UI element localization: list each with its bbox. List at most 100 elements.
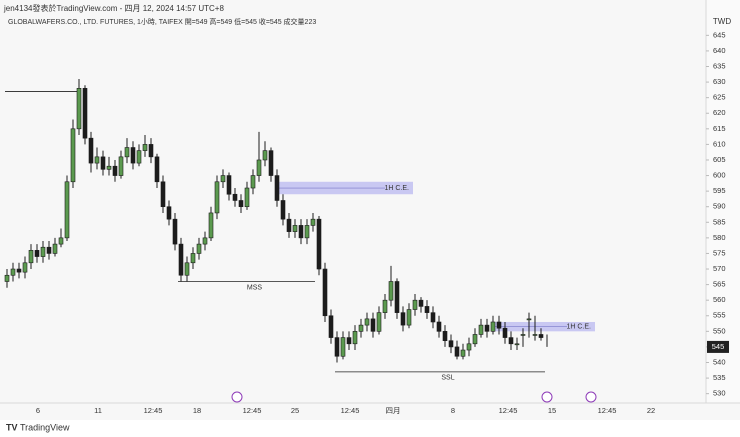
x-tick-label: 四月	[386, 406, 401, 415]
event-icon	[231, 391, 243, 403]
candle-body	[376, 312, 382, 332]
candle-body	[196, 243, 202, 254]
candle-body	[388, 281, 394, 301]
logo: TV	[6, 422, 18, 432]
candle-body	[64, 181, 70, 239]
candle-body	[202, 237, 208, 245]
x-tick-label: 18	[193, 406, 201, 415]
y-tick-label: 570	[713, 264, 726, 273]
y-tick-label: 640	[713, 46, 726, 55]
candle-body	[406, 309, 412, 326]
candle-body	[370, 318, 376, 332]
candle-body	[514, 343, 520, 346]
candle-body	[148, 144, 154, 158]
candle-body	[472, 334, 478, 345]
x-tick-label: 8	[451, 406, 455, 415]
y-tick-label: 615	[713, 124, 726, 133]
candle-body	[58, 237, 64, 245]
candle-body	[28, 250, 34, 264]
x-tick-label: 11	[94, 406, 102, 415]
y-tick-label: 595	[713, 186, 726, 195]
candle-body	[238, 200, 244, 208]
price-tag-label: 545	[712, 342, 725, 351]
y-tick-label: 580	[713, 233, 726, 242]
candle-body	[346, 337, 352, 345]
candle-body	[466, 343, 472, 351]
candle-body	[526, 318, 532, 321]
candle-body	[340, 337, 346, 357]
candle-body	[454, 346, 460, 357]
candle-body	[172, 218, 178, 245]
candle-body	[232, 193, 238, 201]
candle-body	[94, 156, 100, 164]
candle-body	[478, 324, 484, 335]
candle-body	[538, 334, 544, 338]
candle-body	[166, 206, 172, 220]
candle-body	[106, 165, 112, 170]
candle-body	[286, 218, 292, 232]
y-tick-label: 560	[713, 295, 726, 304]
candle-body	[70, 128, 76, 183]
candle-body	[82, 88, 88, 139]
header: jen4134發表於TradingView.com - 四月 12, 2024 …	[3, 3, 224, 13]
candle-body	[424, 306, 430, 313]
candle-body	[490, 321, 496, 332]
candle-body	[352, 331, 358, 345]
y-tick-label: 585	[713, 217, 726, 226]
y-tick-label: 620	[713, 108, 726, 117]
candle-body	[274, 175, 280, 201]
y-tick-label: 530	[713, 389, 726, 398]
y-tick-label: 645	[713, 30, 726, 39]
candle-body	[4, 274, 10, 282]
candle-body	[10, 268, 16, 276]
candle-body	[160, 181, 166, 208]
y-tick-label: 635	[713, 61, 726, 70]
candle-body	[256, 159, 262, 176]
candle-body	[322, 268, 328, 317]
candle-body	[124, 147, 130, 158]
y-tick-label: 600	[713, 171, 726, 180]
x-tick-label: 6	[36, 406, 40, 415]
y-tick-label: 610	[713, 139, 726, 148]
candle-body	[280, 200, 286, 220]
candle-body	[298, 225, 304, 239]
level-label: SSL	[441, 375, 454, 382]
candle-body	[136, 150, 142, 164]
x-tick-label: 12:45	[144, 406, 163, 415]
candle-body	[310, 218, 316, 226]
candle-body	[178, 243, 184, 276]
level-label: MSS	[247, 284, 263, 291]
candle-body	[262, 150, 268, 161]
y-tick-label: 555	[713, 311, 726, 320]
candle-body	[184, 262, 190, 276]
y-tick-label: 630	[713, 77, 726, 86]
currency: TWD	[713, 17, 731, 26]
candle-body	[418, 299, 424, 307]
candle-body	[118, 156, 124, 176]
event-icon	[541, 391, 553, 403]
candle-body	[292, 225, 298, 232]
candle-body	[304, 225, 310, 239]
candle-body	[154, 156, 160, 183]
x-tick-label: 25	[291, 406, 299, 415]
y-tick-label: 535	[713, 373, 726, 382]
candle-body	[448, 340, 454, 348]
y-tick-label: 605	[713, 155, 726, 164]
candle-body	[40, 246, 46, 257]
candle-body	[436, 321, 442, 332]
candle-body	[400, 312, 406, 326]
candle-body	[382, 299, 388, 313]
y-tick-label: 575	[713, 248, 726, 257]
candle-body	[16, 268, 22, 273]
candle-body	[226, 175, 232, 195]
y-tick-label: 550	[713, 326, 726, 335]
candle-body	[112, 165, 118, 176]
x-tick-label: 12:45	[243, 406, 262, 415]
candle-body	[52, 243, 58, 254]
event-icon	[585, 391, 597, 403]
y-tick-label: 540	[713, 357, 726, 366]
brand: TradingView	[20, 422, 70, 432]
candle-body	[358, 324, 364, 332]
candle-body	[214, 181, 220, 214]
